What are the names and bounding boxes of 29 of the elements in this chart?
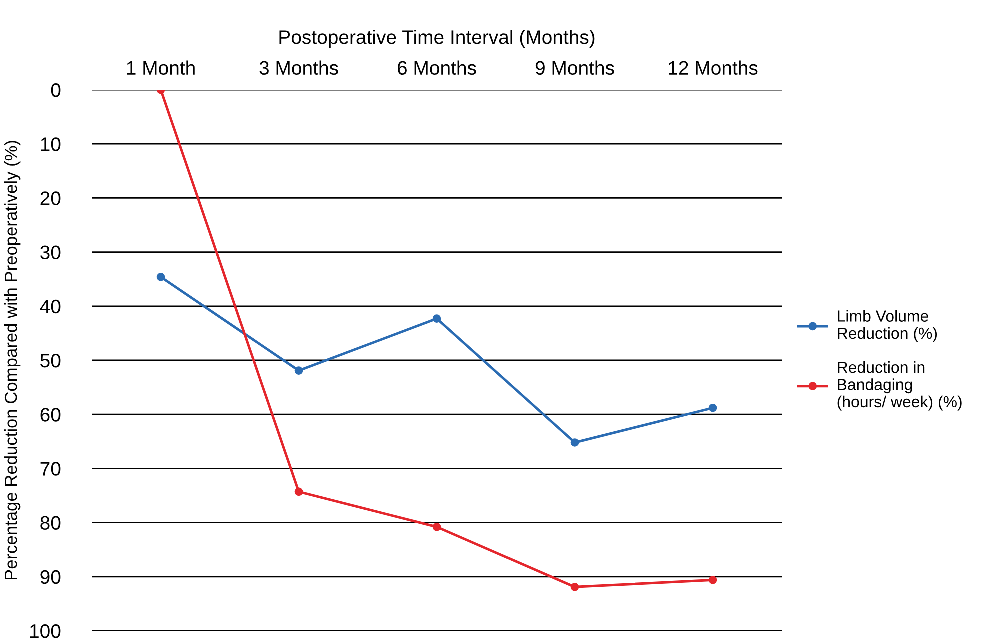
x-tick-label: 6 Months [398,60,476,76]
point [432,314,442,324]
point [570,438,580,447]
y-tick-label: 70 [40,462,61,476]
y-tick-label: 10 [41,138,61,152]
x-axis-title: Postoperative Time Interval (Months) [280,30,595,48]
point [294,488,304,496]
y-tick-label: 20 [40,192,61,206]
y-tick-label: 50 [40,354,61,368]
point [708,404,718,412]
point [570,583,580,592]
y-tick-label: 30 [40,246,61,260]
legend-label: Limb Volume Reduction (%) [838,310,938,342]
x-tick-label: 1 Month [127,60,195,76]
y-tick-label: 60 [40,408,61,422]
y-axis-title: Percentage Reduction Compared with Preoperatively (%) [4,141,21,580]
point [156,273,166,282]
legend-label: Reduction in Bandaging (hours/ week) (%) [838,361,962,411]
y-tick-label: 0 [51,83,61,98]
point [708,576,718,584]
y-tick-label: 40 [40,300,61,314]
y-tick-label: 80 [40,516,61,530]
point [294,366,304,375]
y-tick-label: 90 [40,570,61,584]
point [432,522,442,532]
x-tick-label: 12 Months [669,60,758,76]
x-tick-label: 3 Months [260,60,338,76]
x-tick-label: 9 Months [536,60,614,76]
y-tick-label: 100 [30,624,61,638]
